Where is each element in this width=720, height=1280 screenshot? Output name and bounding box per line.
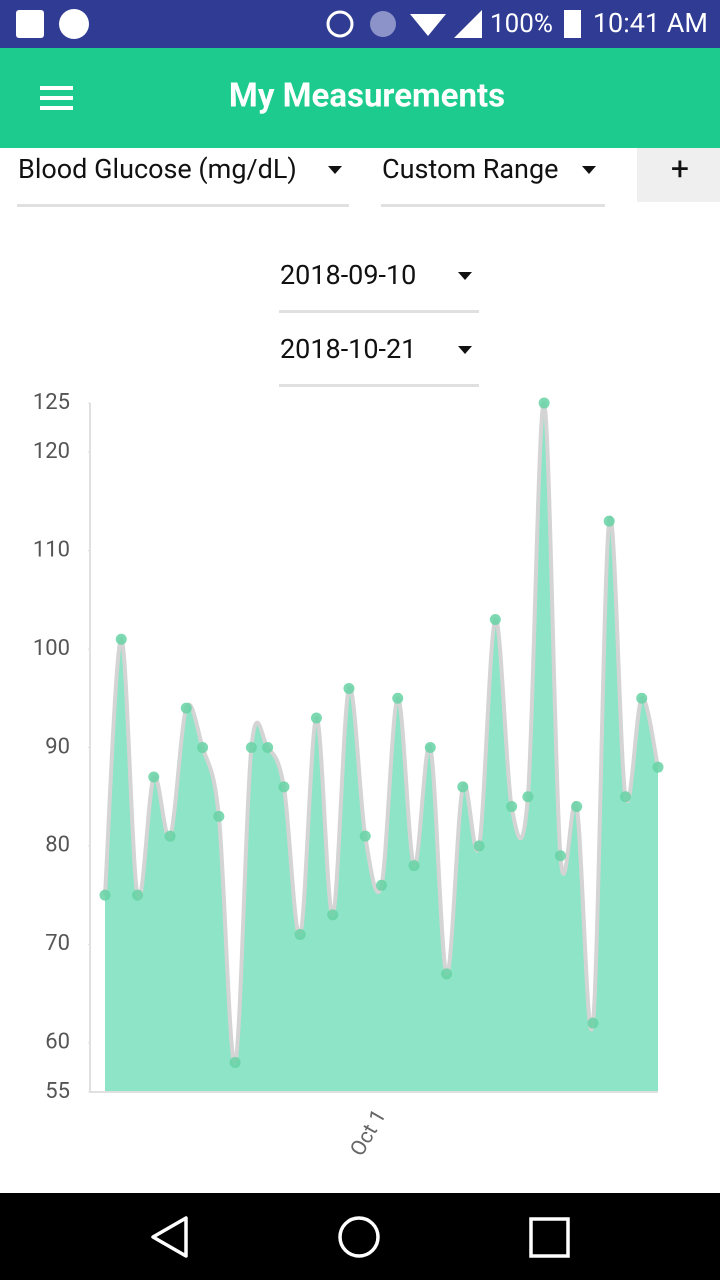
point [652, 761, 664, 773]
point [392, 692, 404, 704]
point [132, 889, 144, 901]
point [294, 929, 306, 941]
start-date: 2018-09-10 [280, 259, 416, 291]
y-tick-label: 70 [45, 931, 70, 956]
point [327, 909, 339, 921]
point [538, 397, 550, 409]
point [522, 791, 534, 803]
y-tick-label: 110 [33, 537, 70, 562]
start-date-dropdown[interactable]: 2018-09-10 [279, 259, 479, 313]
app-bar [0, 48, 720, 148]
point [99, 889, 111, 901]
point [554, 850, 566, 862]
battery-icon [564, 10, 581, 38]
underline [17, 204, 349, 207]
point [441, 968, 453, 980]
range-label: Custom Range [382, 153, 558, 185]
point [376, 879, 387, 891]
point [506, 801, 518, 813]
point [473, 840, 485, 852]
point [245, 742, 257, 753]
measure-dropdown[interactable]: Blood Glucose (mg/dL) [17, 153, 349, 207]
messenger-icon [59, 9, 89, 39]
point [587, 1017, 599, 1029]
end-date: 2018-10-21 [280, 333, 416, 365]
point [619, 791, 631, 803]
recents-button[interactable] [529, 1217, 570, 1258]
point [164, 830, 176, 842]
measure-label: Blood Glucose (mg/dL) [18, 153, 297, 185]
dropdown-arrow [458, 346, 472, 354]
point [457, 781, 469, 793]
end-date-dropdown[interactable]: 2018-10-21 [279, 333, 479, 387]
dropdown-arrow [458, 272, 472, 280]
point [310, 712, 322, 724]
point [148, 771, 160, 783]
point [359, 830, 371, 842]
app-title: My Measurements [229, 77, 505, 116]
point [197, 742, 209, 753]
menu-line [40, 96, 73, 100]
add-button[interactable]: + [637, 148, 720, 202]
point [213, 810, 225, 822]
underline [279, 310, 479, 313]
y-tick-label: 125 [33, 390, 70, 415]
menu-button[interactable] [40, 86, 73, 110]
menu-line [40, 106, 73, 110]
point [115, 633, 127, 645]
y-tick-label: 120 [33, 439, 70, 464]
underline [279, 384, 479, 387]
point [262, 742, 274, 753]
point [408, 860, 420, 872]
point [278, 781, 290, 793]
bluetooth-icon [370, 11, 396, 37]
point [424, 742, 436, 753]
y-tick-label: 60 [45, 1030, 70, 1055]
y-tick-label: 90 [45, 734, 70, 759]
facebook-icon [16, 10, 44, 38]
data-saver-icon [326, 10, 354, 38]
point [603, 515, 615, 527]
add-button-bg [637, 148, 720, 202]
underline [381, 204, 605, 207]
add-label: + [671, 149, 689, 187]
point [229, 1056, 241, 1068]
point [571, 801, 583, 813]
dropdown-arrow [328, 166, 342, 174]
point [180, 702, 192, 714]
signal-icon [454, 10, 482, 38]
wifi-icon [410, 14, 446, 36]
menu-line [40, 86, 73, 90]
clock: 10:41 AM [593, 7, 708, 39]
point [489, 614, 501, 626]
dropdown-arrow [582, 166, 596, 174]
y-tick-label: 55 [45, 1079, 70, 1104]
range-dropdown[interactable]: Custom Range [381, 153, 605, 207]
area [105, 402, 658, 1092]
nav-bar [0, 1193, 720, 1280]
home-button[interactable] [338, 1216, 380, 1258]
status-bar [0, 0, 720, 48]
point [636, 692, 648, 704]
point [343, 682, 355, 694]
back-button[interactable] [151, 1216, 188, 1258]
y-tick-label: 100 [33, 636, 70, 661]
battery-percent: 100% [490, 9, 553, 39]
y-tick-label: 80 [45, 833, 70, 858]
